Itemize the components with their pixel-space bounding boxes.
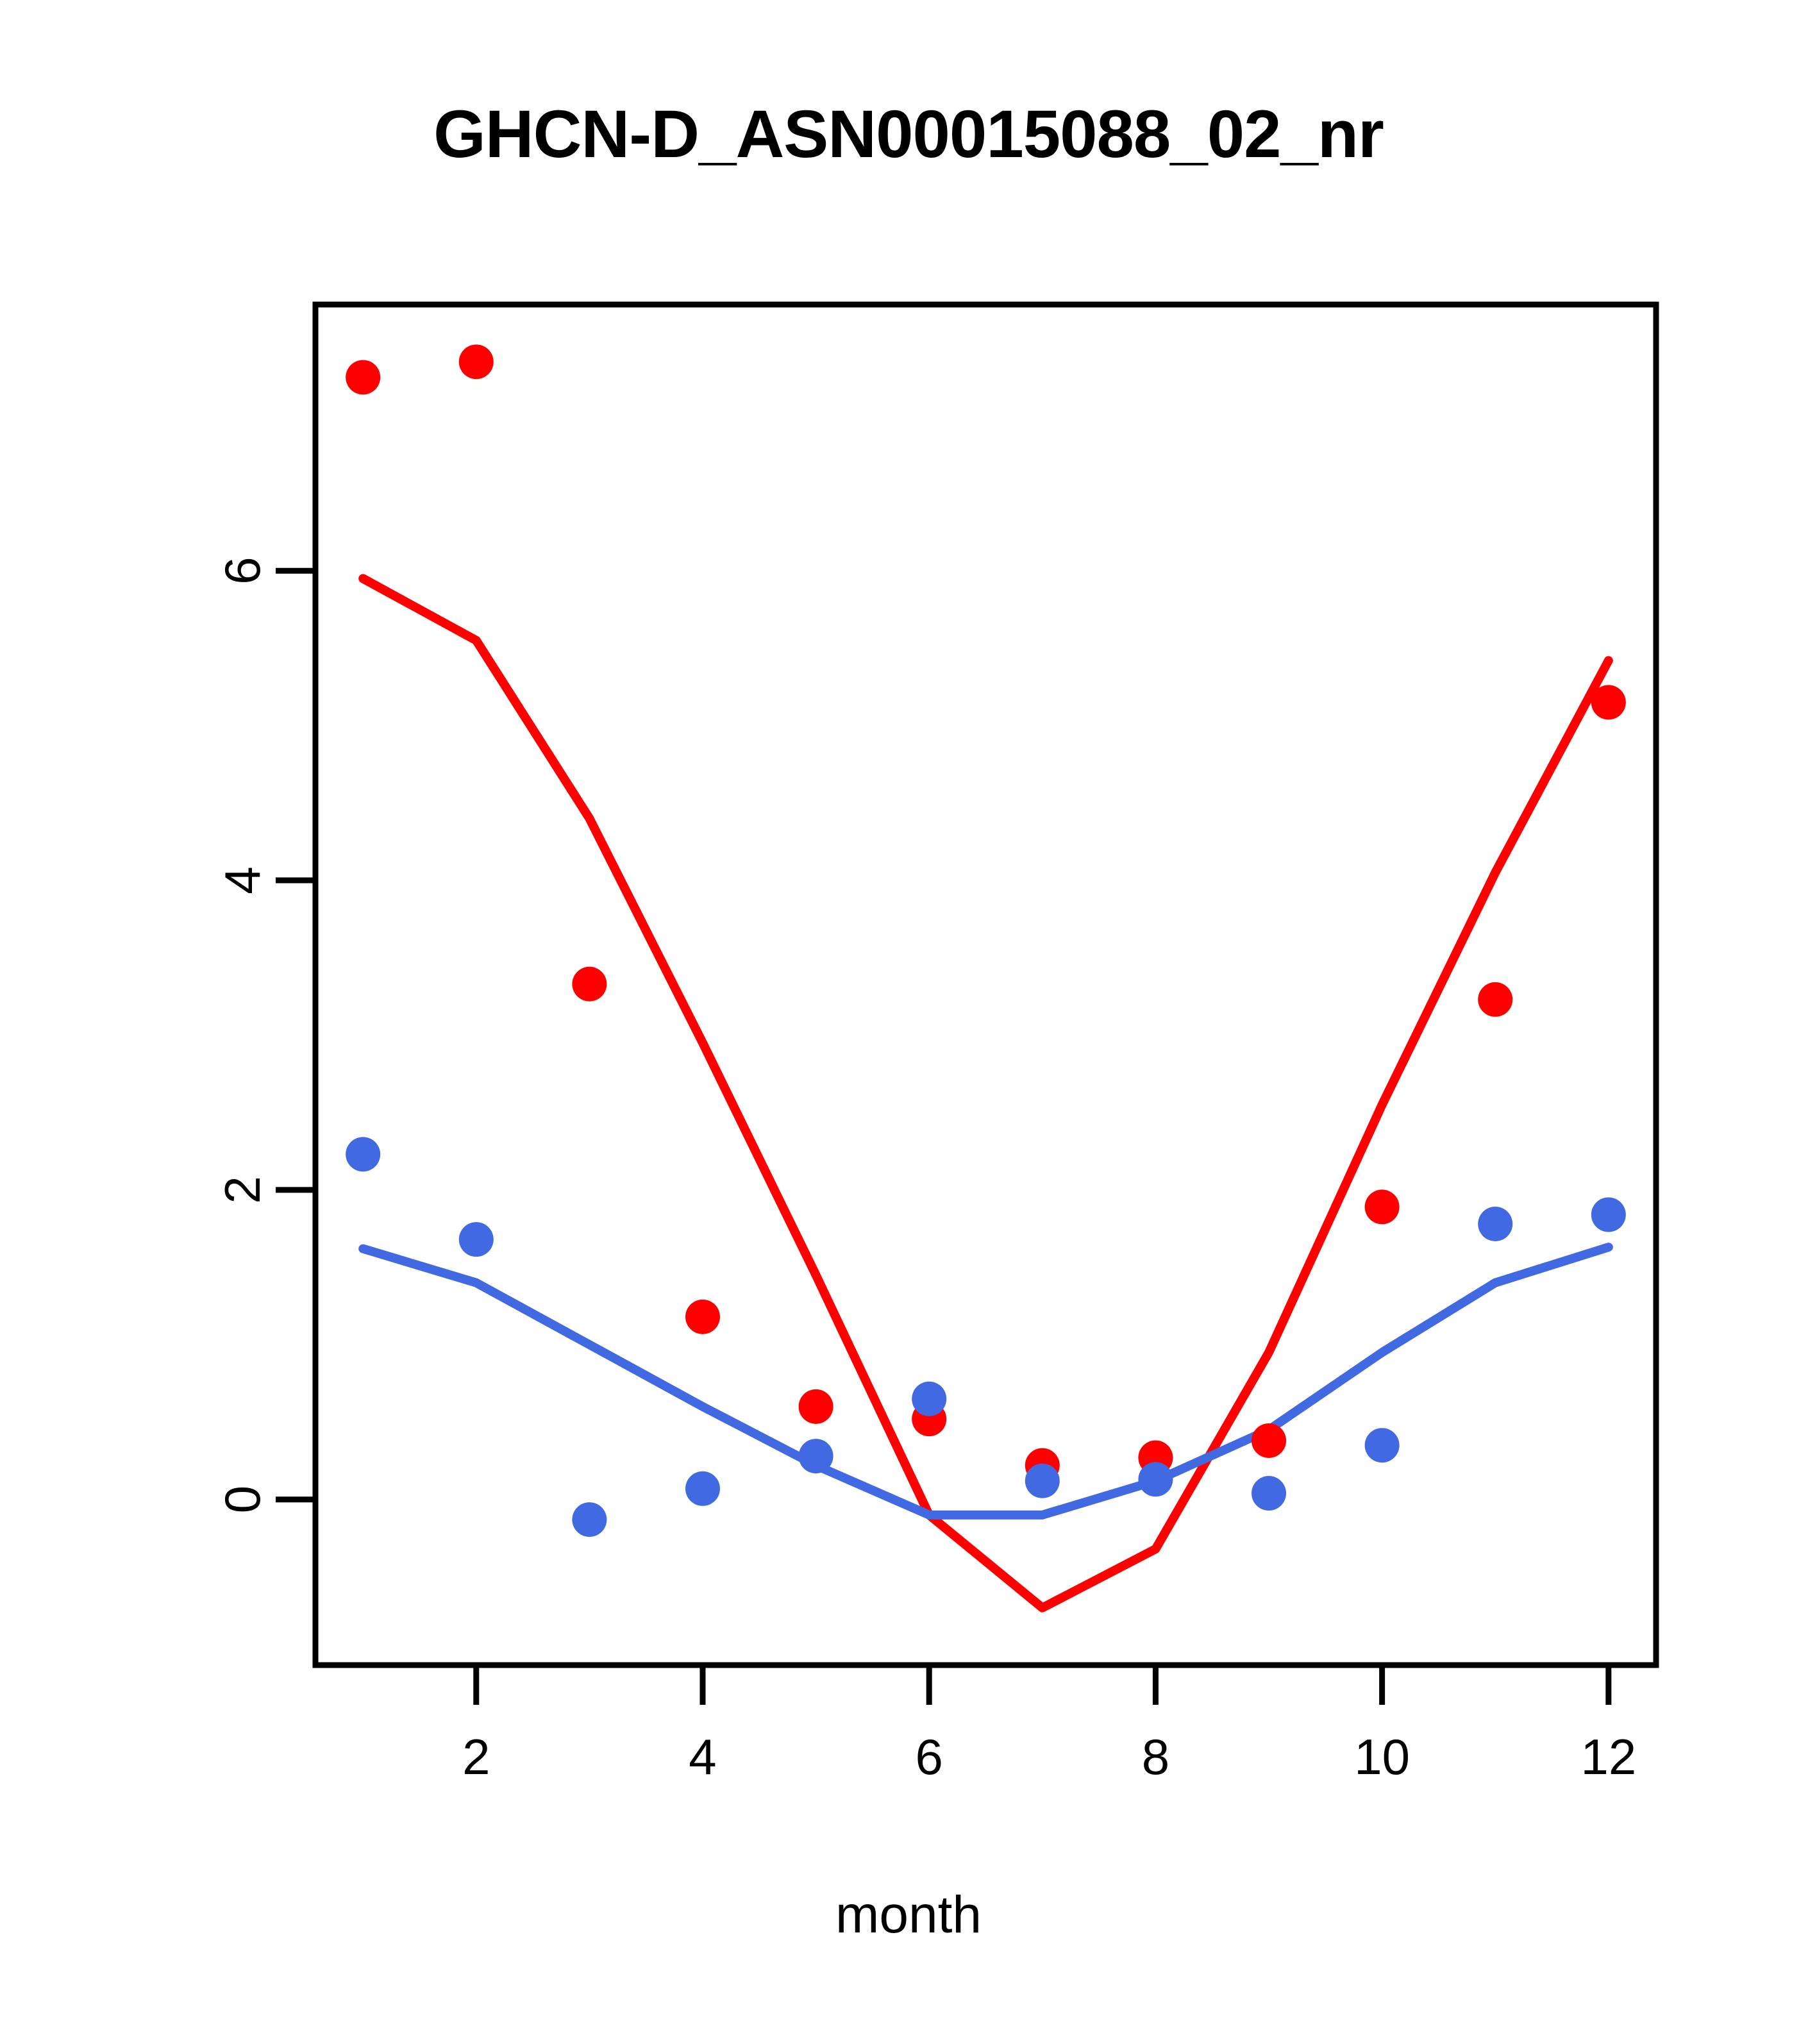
data-point-red-points xyxy=(572,966,607,1001)
data-point-blue-points xyxy=(685,1471,720,1506)
series-lines xyxy=(358,574,1613,1613)
data-point-blue-points xyxy=(1025,1463,1060,1498)
data-point-blue-points xyxy=(346,1137,381,1172)
data-point-red-points xyxy=(798,1389,833,1424)
data-point-blue-points xyxy=(1364,1428,1400,1463)
data-point-blue-points xyxy=(1591,1197,1626,1232)
data-point-blue-points xyxy=(572,1502,607,1537)
data-point-blue-points xyxy=(1138,1462,1173,1497)
series-points xyxy=(346,344,1626,1537)
axis-ticks xyxy=(276,567,1612,1705)
x-tick-label: 2 xyxy=(462,1729,490,1785)
data-point-red-points xyxy=(1478,982,1513,1017)
data-point-blue-points xyxy=(458,1222,494,1257)
data-point-red-points xyxy=(1364,1189,1400,1225)
plot-box xyxy=(312,301,1659,1668)
data-point-red-points xyxy=(458,344,494,380)
x-tick-label: 8 xyxy=(1142,1729,1169,1785)
data-point-blue-points xyxy=(1252,1476,1287,1511)
plot-border xyxy=(312,301,1659,1668)
y-tick-label: 2 xyxy=(214,1176,271,1203)
x-tick-label: 4 xyxy=(689,1729,716,1785)
series-line-blue-line xyxy=(358,1243,1613,1520)
series-line-red-line xyxy=(358,574,1613,1613)
x-axis-label: month xyxy=(835,1886,982,1944)
data-point-blue-points xyxy=(912,1381,947,1416)
axis-tick-labels: 2 4 6 8 10 12 0 2 4 6 xyxy=(214,557,1636,1785)
data-point-red-points xyxy=(1252,1423,1287,1458)
y-tick-label: 0 xyxy=(214,1486,271,1513)
data-point-red-points xyxy=(1591,685,1626,720)
y-tick-label: 4 xyxy=(214,866,271,894)
data-point-blue-points xyxy=(1478,1206,1513,1241)
x-tick-label: 10 xyxy=(1354,1729,1410,1785)
page-title: GHCN-D_ASN00015088_02_nr xyxy=(433,97,1384,172)
x-tick-label: 12 xyxy=(1580,1729,1636,1785)
data-point-blue-points xyxy=(798,1439,833,1474)
y-tick-label: 6 xyxy=(214,557,271,585)
data-point-red-points xyxy=(346,360,381,395)
x-tick-label: 6 xyxy=(916,1729,943,1785)
data-point-red-points xyxy=(685,1299,720,1334)
